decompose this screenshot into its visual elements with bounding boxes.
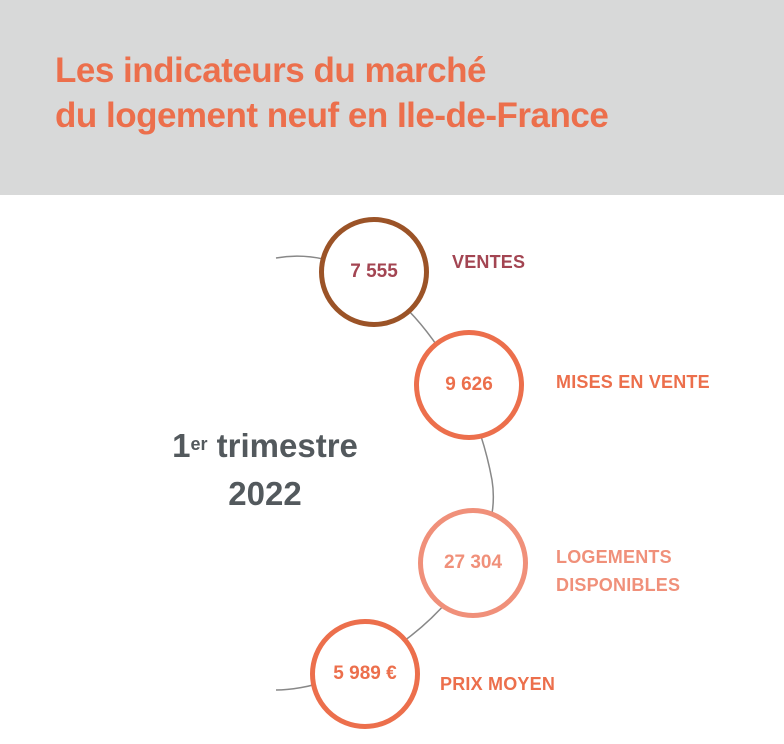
mises-en-vente-label-text: MISES EN VENTE — [556, 372, 710, 392]
title-line-2: du logement neuf en Ile-de-France — [55, 96, 609, 135]
page-title: Les indicateurs du marché du logement ne… — [55, 48, 609, 138]
ventes-label: VENTES — [452, 248, 525, 276]
ventes-label-text: VENTES — [452, 252, 526, 272]
ventes-value: 7 555 — [350, 261, 398, 282]
logements-circle: 27 304 — [418, 508, 528, 618]
prix-moyen-value: 5 989 € — [333, 663, 397, 684]
header-band — [0, 0, 784, 195]
mises-en-vente-label: MISES EN VENTE — [556, 368, 710, 396]
period-label: 1er trimestre 2022 — [140, 422, 390, 518]
ventes-circle: 7 555 — [319, 217, 429, 327]
period-line-1: 1er trimestre — [140, 422, 390, 470]
mises-en-vente-circle: 9 626 — [414, 330, 524, 440]
period-ordinal: 1 — [172, 427, 191, 464]
mises-en-vente-value: 9 626 — [445, 374, 493, 395]
period-ordinal-suffix: er — [190, 434, 208, 454]
title-line-1: Les indicateurs du marché — [55, 51, 486, 90]
prix-moyen-label: PRIX MOYEN — [440, 670, 555, 698]
logements-label-line-1: LOGEMENTS — [556, 547, 672, 567]
prix-moyen-circle: 5 989 € — [310, 619, 420, 729]
period-word: trimestre — [216, 427, 358, 464]
prix-moyen-label-text: PRIX MOYEN — [440, 674, 556, 694]
period-year: 2022 — [228, 475, 302, 512]
logements-label-line-2: DISPONIBLES — [556, 575, 681, 595]
logements-label: LOGEMENTS DISPONIBLES — [556, 543, 680, 599]
logements-value: 27 304 — [443, 552, 503, 573]
